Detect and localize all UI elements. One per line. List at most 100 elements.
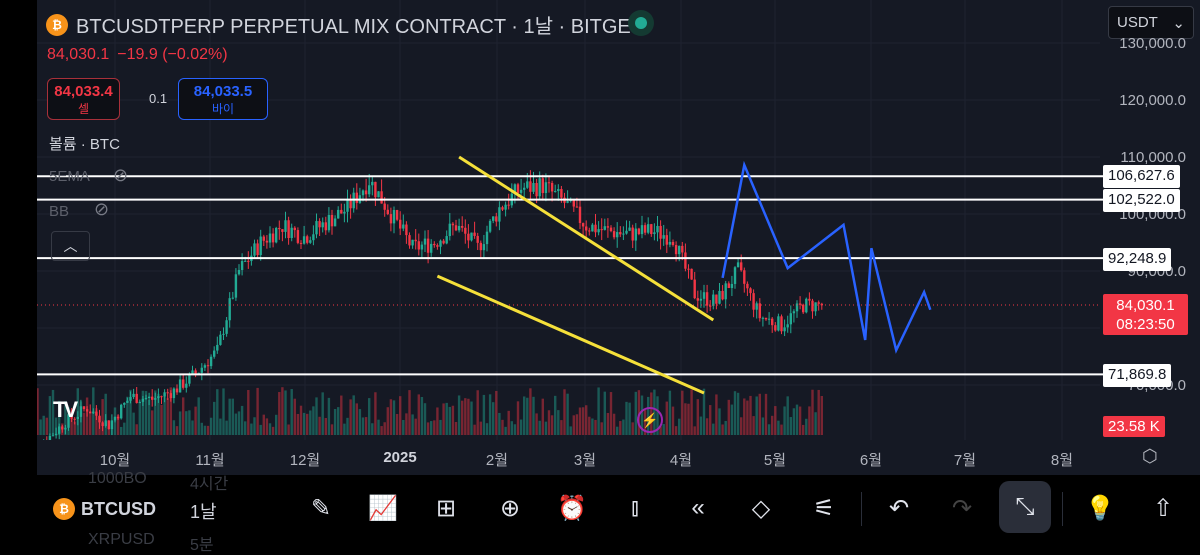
candle-body bbox=[182, 379, 185, 388]
alarm-icon[interactable]: ⏰ bbox=[557, 494, 587, 522]
candle-body bbox=[454, 225, 458, 231]
candle-body bbox=[228, 298, 231, 321]
candle-body bbox=[296, 230, 300, 243]
volume-bar bbox=[523, 396, 526, 435]
candle-body bbox=[740, 262, 743, 271]
undo-icon[interactable]: ↶ bbox=[888, 494, 910, 522]
volume-bar bbox=[774, 406, 777, 435]
candle-body bbox=[104, 420, 107, 427]
volume-bar bbox=[786, 396, 789, 435]
ghost-symbol: XRPUSD bbox=[88, 531, 155, 548]
volume-bar bbox=[591, 418, 594, 435]
volume-bar bbox=[457, 395, 461, 435]
candle-body bbox=[588, 230, 591, 232]
candle-body bbox=[123, 402, 126, 405]
candle-body bbox=[535, 183, 538, 197]
idea-bulb-icon[interactable]: 💡 bbox=[1085, 494, 1115, 522]
volume-bar bbox=[302, 412, 306, 435]
volume-bar bbox=[290, 389, 293, 435]
volume-bar bbox=[343, 423, 346, 435]
volume-bar bbox=[585, 405, 588, 435]
candle-body bbox=[284, 220, 287, 232]
exit-fullscreen-icon[interactable]: ⤡ bbox=[999, 481, 1051, 533]
candle-body bbox=[402, 224, 405, 229]
bb-indicator-label[interactable]: BB bbox=[49, 203, 70, 220]
layout-grid-icon[interactable]: ⊞ bbox=[435, 494, 457, 522]
candle-body bbox=[507, 204, 510, 206]
replay-icon[interactable]: « bbox=[691, 494, 705, 521]
volume-bar bbox=[268, 423, 272, 435]
candle-body bbox=[650, 224, 653, 235]
candle-body bbox=[439, 240, 442, 247]
volume-bar bbox=[541, 398, 544, 435]
volume-bar bbox=[516, 401, 520, 435]
candle-body bbox=[141, 398, 145, 402]
candle-body bbox=[628, 227, 631, 231]
candle-body bbox=[247, 260, 250, 262]
symbol-selector[interactable]: ₿ BTCUSD bbox=[53, 498, 156, 520]
volume-bar bbox=[488, 394, 492, 435]
indicators-icon[interactable]: 📈 bbox=[368, 494, 398, 522]
sell-button[interactable]: 84,033.4 셀 bbox=[47, 78, 120, 120]
candle-body bbox=[609, 227, 613, 232]
volume-bar bbox=[736, 392, 740, 435]
candle-body bbox=[758, 303, 761, 319]
candle-type-icon[interactable]: ⫾ bbox=[631, 494, 639, 521]
candle-body bbox=[696, 298, 699, 301]
timeframe-selector[interactable]: 1날 bbox=[190, 502, 217, 522]
chart-settings-icon[interactable]: ⬡ bbox=[1142, 446, 1158, 466]
volume-bar bbox=[702, 388, 706, 435]
volume-bar bbox=[529, 388, 532, 435]
price-plot[interactable] bbox=[37, 0, 1200, 440]
candle-body bbox=[154, 398, 157, 400]
volume-bar bbox=[315, 397, 318, 435]
candle-body bbox=[138, 401, 141, 403]
hidden-eye-icon[interactable]: ⊘ bbox=[94, 199, 110, 219]
candle-body bbox=[234, 274, 238, 298]
candle-body bbox=[222, 333, 225, 335]
redo-icon[interactable]: ↷ bbox=[951, 494, 973, 522]
volume-bar bbox=[408, 390, 411, 435]
candle-body bbox=[58, 426, 61, 434]
candle-body bbox=[377, 191, 380, 198]
layers-icon[interactable]: ◇ bbox=[751, 494, 771, 522]
draw-pencil-icon[interactable]: ✎ bbox=[310, 494, 332, 522]
projection-path bbox=[721, 160, 932, 354]
volume-bar bbox=[798, 406, 802, 435]
volume-bar bbox=[436, 407, 439, 435]
candle-body bbox=[550, 182, 554, 192]
share-icon[interactable]: ⇧ bbox=[1152, 494, 1174, 522]
hidden-eye-icon[interactable]: ⊘ bbox=[113, 165, 129, 185]
add-icon[interactable]: ⊕ bbox=[499, 494, 521, 522]
candle-body bbox=[743, 270, 746, 284]
lightning-icon[interactable]: ⚡ bbox=[637, 407, 663, 433]
volume-bar bbox=[448, 406, 451, 435]
volume-bar bbox=[116, 415, 120, 435]
ema-indicator-label[interactable]: 5EMA bbox=[49, 168, 90, 185]
settings-sliders-icon[interactable]: ⚟ bbox=[813, 494, 835, 522]
volume-bar bbox=[771, 415, 774, 435]
volume-bar bbox=[802, 424, 805, 435]
candle-body bbox=[120, 404, 123, 419]
currency-select[interactable]: USDT ⌄ bbox=[1108, 6, 1194, 39]
candle-body bbox=[321, 222, 324, 228]
volume-bar bbox=[144, 391, 148, 435]
volume-bar bbox=[275, 414, 278, 435]
candle-body bbox=[811, 300, 814, 312]
candle-body bbox=[194, 370, 197, 374]
volume-indicator-label[interactable]: 볼륨 · BTC bbox=[49, 136, 120, 153]
volume-bar bbox=[132, 412, 135, 435]
divider bbox=[1062, 492, 1063, 526]
buy-button[interactable]: 84,033.5 바이 bbox=[178, 78, 268, 120]
collapse-legend-button[interactable]: ︿ bbox=[51, 231, 90, 261]
candle-body bbox=[371, 181, 374, 186]
candle-body bbox=[169, 393, 172, 399]
candle-body bbox=[172, 388, 176, 399]
volume-bar bbox=[296, 413, 300, 435]
symbol-header[interactable]: ₿ BTCUSDTPERP PERPETUAL MIX CONTRACT · 1… bbox=[46, 10, 643, 39]
candle-body bbox=[566, 201, 569, 203]
time-axis-label: 8월 bbox=[1050, 452, 1074, 469]
volume-bar bbox=[479, 421, 482, 435]
chart-area[interactable] bbox=[37, 0, 1200, 475]
candle-body bbox=[681, 245, 684, 253]
